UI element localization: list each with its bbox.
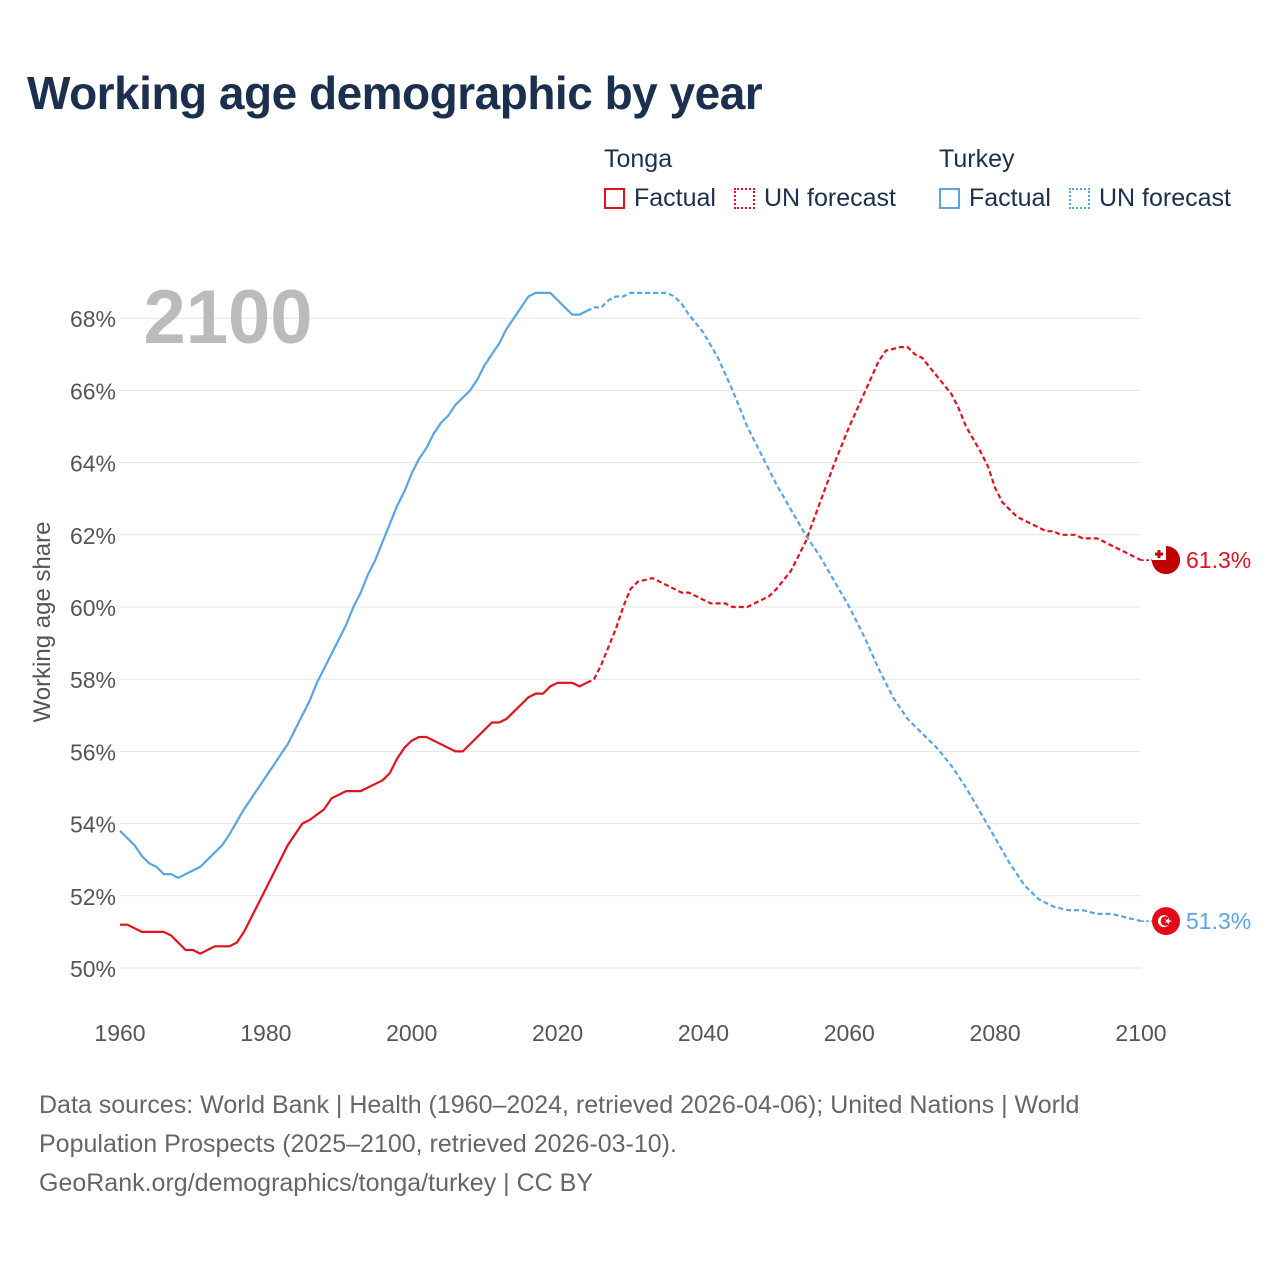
- y-tick-label: 50%: [70, 956, 116, 982]
- footer-line-2: Population Prospects (2025–2100, retriev…: [39, 1130, 677, 1158]
- legend-label: Factual: [969, 184, 1051, 212]
- footer-line-3: GeoRank.org/demographics/tonga/turkey | …: [39, 1169, 593, 1197]
- turkey-flag-icon: [1152, 907, 1180, 936]
- x-tick-label: 1960: [94, 1020, 145, 1046]
- y-tick-label: 52%: [70, 884, 116, 910]
- chart-title: Working age demographic by year: [27, 67, 763, 119]
- legend-group-tonga: Tonga Factual UN forecast: [604, 145, 896, 213]
- y-tick-label: 54%: [70, 812, 116, 838]
- legend-turkey-forecast[interactable]: UN forecast: [1068, 184, 1231, 213]
- tonga-factual-line: [120, 681, 588, 955]
- x-tick-label: 2060: [824, 1020, 875, 1046]
- y-axis: 50% 52% 54% 56% 58% 60% 62% 64% 66% 68%: [70, 306, 116, 982]
- legend-group-name: Tonga: [604, 145, 673, 173]
- legend-group-name: Turkey: [939, 145, 1015, 173]
- x-tick-label: 2100: [1115, 1020, 1166, 1046]
- legend-label: UN forecast: [1098, 184, 1231, 212]
- y-axis-label: Working age share: [29, 522, 56, 723]
- legend-swatch-solid: [604, 188, 625, 209]
- legend-swatch-dotted: [1068, 188, 1090, 209]
- end-markers: 61.3% 51.3%: [1141, 546, 1251, 936]
- x-axis: 1960 1980 2000 2020 2040 2060 2080 2100: [94, 1020, 1166, 1046]
- y-tick-label: 60%: [70, 595, 116, 621]
- x-tick-label: 2000: [386, 1020, 437, 1046]
- x-tick-label: 2040: [678, 1020, 729, 1046]
- legend-tonga-factual[interactable]: Factual: [604, 184, 716, 213]
- turkey-factual-line: [119, 291, 588, 879]
- current-year-watermark: 2100: [143, 275, 312, 360]
- legend-label: Factual: [634, 184, 716, 212]
- y-tick-label: 62%: [70, 523, 116, 549]
- tonga-end-value-label: 61.3%: [1186, 547, 1251, 573]
- footer: Data sources: World Bank | Health (1960–…: [39, 1086, 1239, 1203]
- y-tick-label: 68%: [70, 306, 116, 332]
- legend-turkey-factual[interactable]: Factual: [939, 184, 1051, 213]
- legend-group-turkey: Turkey Factual UN forecast: [939, 145, 1231, 213]
- tonga-flag-icon: [1152, 546, 1181, 575]
- legend-swatch-dotted: [733, 188, 755, 209]
- y-tick-label: 64%: [70, 451, 116, 477]
- turkey-end-value-label: 51.3%: [1186, 908, 1251, 934]
- x-tick-label: 2020: [532, 1020, 583, 1046]
- x-tick-label: 1980: [240, 1020, 291, 1046]
- legend-tonga-forecast[interactable]: UN forecast: [733, 184, 896, 213]
- series: [119, 291, 1142, 955]
- legend-swatch-solid: [939, 188, 960, 209]
- y-tick-label: 58%: [70, 667, 116, 693]
- grid: [120, 317, 1141, 969]
- y-tick-label: 66%: [70, 378, 116, 404]
- legend-label: UN forecast: [763, 184, 896, 212]
- tonga-forecast-line: [586, 346, 1142, 684]
- y-tick-label: 56%: [70, 739, 116, 765]
- footer-line-1: Data sources: World Bank | Health (1960–…: [39, 1091, 1080, 1119]
- x-tick-label: 2080: [970, 1020, 1021, 1046]
- line-chart: 2100 50% 52% 54% 56% 58% 60% 62% 64% 66% 68% 1960…: [29, 275, 1251, 1046]
